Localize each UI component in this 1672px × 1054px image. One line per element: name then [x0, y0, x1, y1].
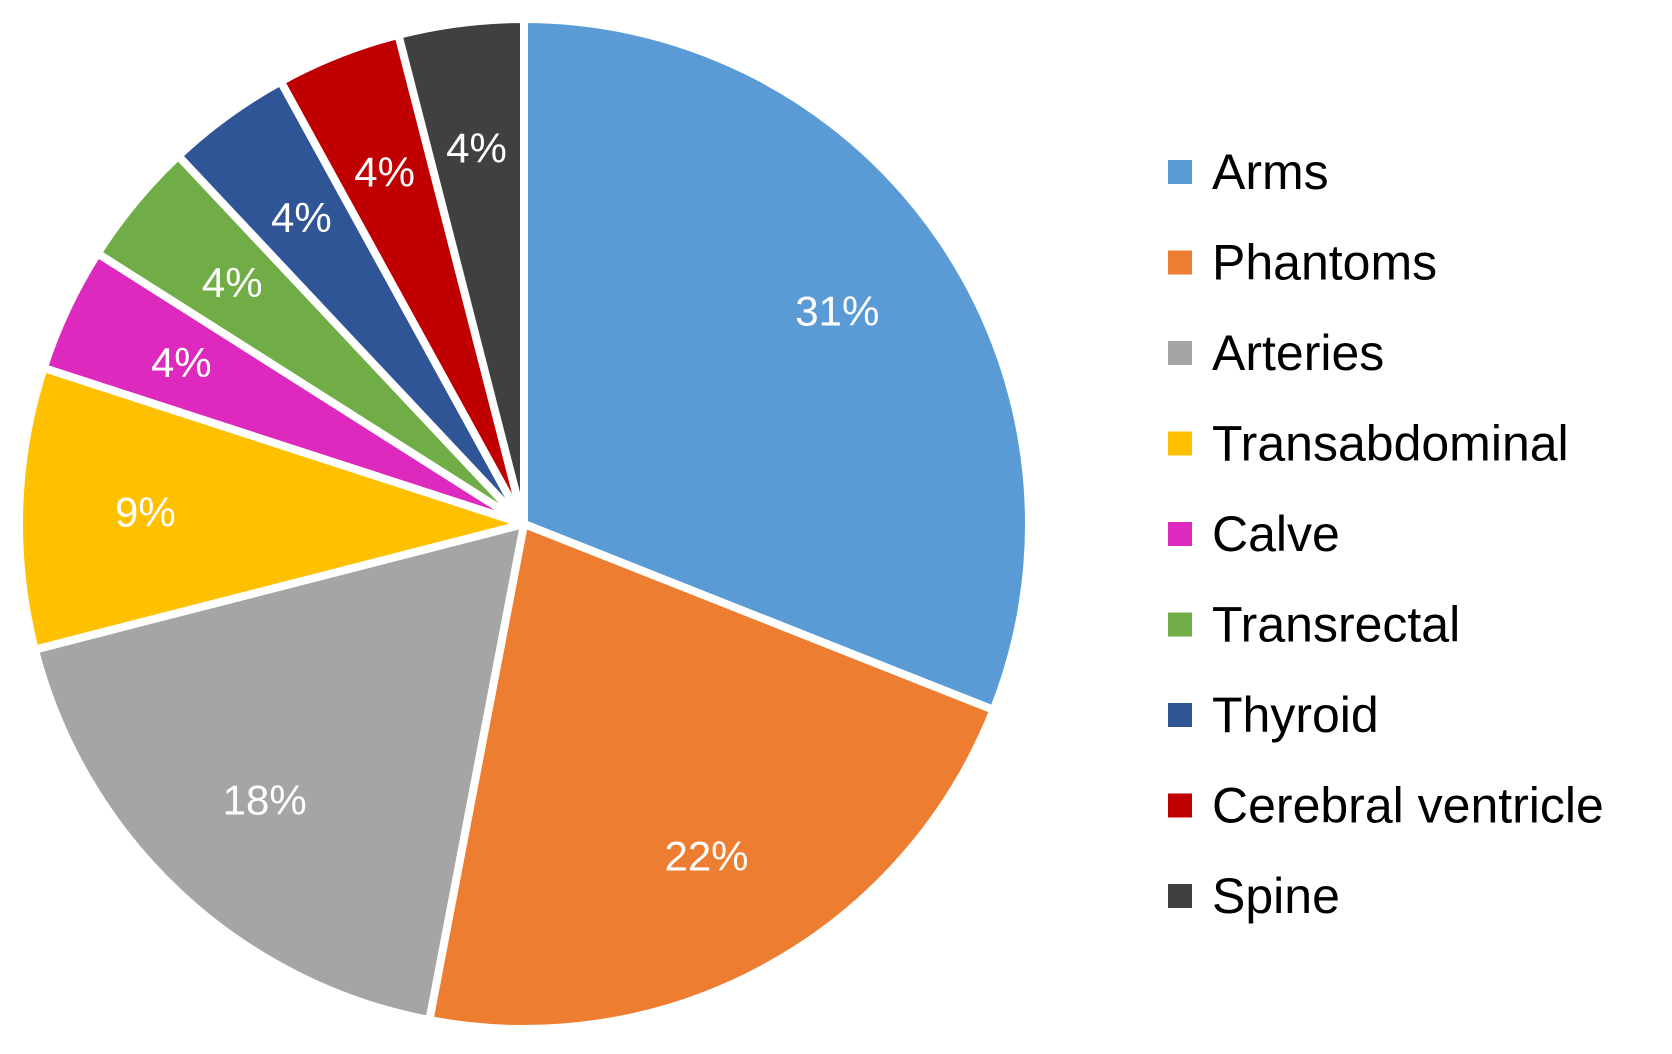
- data-label-transrectal: 4%: [202, 259, 263, 306]
- pie-data-labels: 31%22%18%9%4%4%4%4%4%: [115, 125, 879, 880]
- data-label-spine: 4%: [446, 125, 507, 172]
- legend-swatch-transabdominal: [1168, 431, 1192, 456]
- legend-item-transabdominal: Transabdominal: [1168, 416, 1569, 472]
- legend: Arms Phantoms Arteries Transabdominal Calve T…: [1168, 144, 1604, 924]
- data-label-calve: 4%: [151, 339, 212, 386]
- legend-label-arteries: Arteries: [1212, 325, 1384, 381]
- pie-slice-spine: [394, 15, 528, 528]
- legend-label-transrectal: Transrectal: [1212, 597, 1460, 653]
- legend-swatch-calve: [1168, 522, 1192, 546]
- legend-label-phantoms: Phantoms: [1212, 235, 1437, 291]
- pie-slice-transabdominal: [15, 363, 528, 654]
- legend-item-thyroid: Thyroid: [1168, 687, 1379, 743]
- data-label-arms: 31%: [795, 288, 879, 335]
- data-label-phantoms: 22%: [664, 832, 748, 879]
- legend-label-arms: Arms: [1212, 144, 1329, 200]
- legend-swatch-phantoms: [1168, 250, 1192, 275]
- legend-item-calve: Calve: [1168, 506, 1340, 562]
- pie-slice-phantoms: [425, 520, 998, 1033]
- legend-label-spine: Spine: [1212, 868, 1340, 924]
- pie-slice-arms: [520, 15, 1033, 714]
- legend-swatch-transrectal: [1168, 612, 1192, 637]
- legend-item-arteries: Arteries: [1168, 325, 1384, 381]
- pie-slices: [15, 15, 1033, 1033]
- legend-swatch-thyroid: [1168, 703, 1192, 727]
- legend-item-arms: Arms: [1168, 144, 1329, 200]
- data-label-thyroid: 4%: [271, 194, 332, 241]
- legend-item-transrectal: Transrectal: [1168, 597, 1460, 653]
- legend-swatch-spine: [1168, 884, 1192, 908]
- data-label-cerebral-ventricle: 4%: [354, 148, 415, 195]
- pie-slice-arteries: [30, 520, 528, 1025]
- data-label-transabdominal: 9%: [115, 489, 176, 536]
- legend-item-cerebral-ventricle: Cerebral ventricle: [1168, 778, 1604, 834]
- legend-label-cerebral-ventricle: Cerebral ventricle: [1212, 778, 1604, 834]
- legend-item-spine: Spine: [1168, 868, 1340, 924]
- legend-label-thyroid: Thyroid: [1212, 687, 1379, 743]
- legend-item-phantoms: Phantoms: [1168, 235, 1437, 291]
- data-label-arteries: 18%: [223, 777, 307, 824]
- legend-label-calve: Calve: [1212, 506, 1340, 562]
- legend-label-transabdominal: Transabdominal: [1212, 416, 1569, 472]
- legend-swatch-arteries: [1168, 341, 1192, 365]
- legend-swatch-arms: [1168, 160, 1192, 184]
- legend-swatch-cerebral-ventricle: [1168, 793, 1192, 818]
